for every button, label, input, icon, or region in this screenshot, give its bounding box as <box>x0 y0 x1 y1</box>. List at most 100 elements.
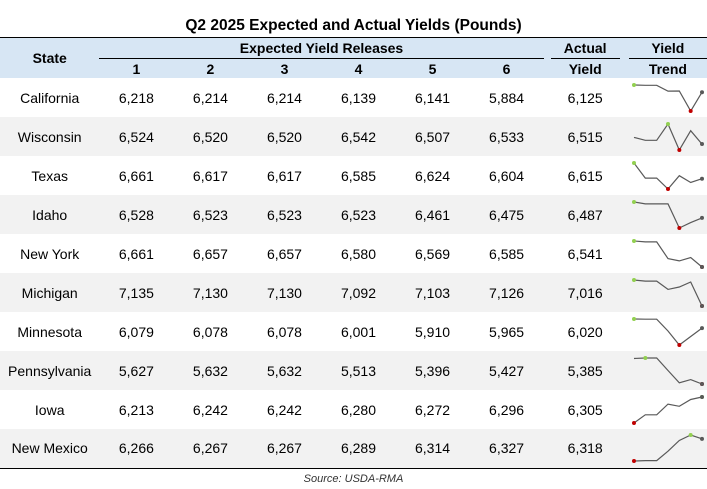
release-1-cell: 7,135 <box>99 273 174 312</box>
header-release-2: 2 <box>173 58 248 78</box>
trend-low-marker <box>677 225 682 230</box>
trend-sparkline <box>631 394 704 425</box>
trend-cell <box>629 234 707 273</box>
yield-table: State Expected Yield Releases Actual Yie… <box>0 37 707 469</box>
source-note: Source: USDA-RMA <box>303 473 404 485</box>
release-3-cell: 6,242 <box>266 401 302 418</box>
actual-yield-cell: 6,318 <box>550 429 620 469</box>
table-row: New York 6,661 6,657 6,657 6,580 6,569 6,585 6,… <box>0 234 707 273</box>
trend-high-marker <box>631 82 636 87</box>
gap-cell <box>619 429 629 469</box>
trend-last-marker <box>699 264 704 269</box>
release-5-cell: 6,461 <box>395 195 470 234</box>
trend-low-marker <box>688 108 693 113</box>
actual-yield-cell: 6,305 <box>567 401 603 418</box>
release-2-cell: 6,520 <box>173 117 248 156</box>
release-2-cell: 6,617 <box>192 167 228 184</box>
release-2-cell: 5,632 <box>173 351 248 390</box>
release-6-cell: 5,884 <box>489 89 525 106</box>
trend-low-marker <box>631 420 636 425</box>
gap-cell <box>619 351 629 390</box>
trend-low-marker <box>631 459 636 464</box>
trend-high-marker <box>631 160 636 165</box>
trend-sparkline <box>631 82 704 113</box>
actual-yield-cell: 6,487 <box>550 195 620 234</box>
trend-line <box>633 317 703 346</box>
release-1-cell: 6,661 <box>118 245 154 262</box>
release-2-cell: 6,657 <box>192 245 228 262</box>
trend-line <box>633 200 703 229</box>
trend-line <box>633 239 703 267</box>
table-row: New Mexico 6,266 6,267 6,267 6,289 6,314 6,327… <box>0 429 707 469</box>
actual-yield-cell: 5,385 <box>550 351 620 390</box>
trend-last-marker <box>699 89 704 94</box>
gap-cell <box>544 234 551 273</box>
trend-last-marker <box>699 215 704 220</box>
gap-cell <box>620 390 629 429</box>
header-release-4: 4 <box>321 58 396 78</box>
trend-high-marker <box>665 121 670 126</box>
state-cell: New Mexico <box>0 429 100 469</box>
actual-yield-cell: 6,125 <box>567 89 603 106</box>
gap-cell <box>543 117 551 156</box>
trend-last-marker <box>699 303 704 308</box>
trend-sparkline <box>631 277 704 308</box>
release-1-cell: 6,213 <box>118 401 154 418</box>
gap-cell <box>620 312 629 351</box>
release-3-cell: 6,657 <box>266 245 302 262</box>
release-3-cell: 5,632 <box>247 351 322 390</box>
release-6-cell: 6,585 <box>489 245 525 262</box>
trend-high-marker <box>631 238 636 243</box>
release-5-cell: 6,141 <box>415 89 451 106</box>
release-5-cell: 6,272 <box>415 401 451 418</box>
release-3-cell: 6,520 <box>247 117 322 156</box>
header-release-1: 1 <box>99 58 174 78</box>
release-5-cell: 5,396 <box>395 351 470 390</box>
release-4-cell: 7,092 <box>321 273 396 312</box>
header-trend-line1: Yield <box>628 37 707 59</box>
release-3-cell: 6,078 <box>266 323 302 340</box>
release-6-cell: 5,965 <box>489 323 525 340</box>
trend-cell <box>629 390 707 429</box>
trend-cell <box>628 195 707 234</box>
release-6-cell: 6,604 <box>489 167 525 184</box>
trend-sparkline <box>631 199 704 230</box>
gap-cell <box>543 195 551 234</box>
trend-last-marker <box>699 381 704 386</box>
gap-cell <box>544 312 551 351</box>
header-release-5: 5 <box>395 58 470 78</box>
trend-sparkline <box>631 238 704 269</box>
trend-low-marker <box>677 342 682 347</box>
release-1-cell: 6,528 <box>99 195 174 234</box>
trend-high-marker <box>688 433 693 438</box>
gap-cell <box>544 78 551 117</box>
release-6-cell: 6,533 <box>469 117 544 156</box>
release-4-cell: 6,523 <box>321 195 396 234</box>
release-1-cell: 6,266 <box>99 429 174 469</box>
state-cell: Wisconsin <box>0 117 100 156</box>
header-release-6: 6 <box>469 58 544 78</box>
trend-sparkline <box>631 433 704 464</box>
state-cell: Pennsylvania <box>0 351 100 390</box>
table-row: Wisconsin 6,524 6,520 6,520 6,542 6,507 6,533 6… <box>0 117 707 156</box>
trend-last-marker <box>699 325 704 330</box>
release-4-cell: 6,280 <box>340 401 377 418</box>
trend-cell <box>629 78 707 117</box>
trend-cell <box>628 429 707 469</box>
release-1-cell: 5,627 <box>99 351 174 390</box>
release-5-cell: 6,507 <box>395 117 470 156</box>
release-5-cell: 6,569 <box>415 245 451 262</box>
trend-cell <box>628 351 707 390</box>
gap-cell <box>619 195 629 234</box>
table-row: Minnesota 6,079 6,078 6,078 6,001 5,910 5,965 6… <box>0 312 707 351</box>
trend-high-marker <box>631 199 636 204</box>
release-5-cell: 6,314 <box>395 429 470 469</box>
gap-cell <box>619 273 629 312</box>
actual-yield-cell: 7,016 <box>550 273 620 312</box>
trend-line <box>633 278 703 306</box>
state-cell: Iowa <box>34 401 65 418</box>
release-3-cell: 6,267 <box>247 429 322 469</box>
trend-high-marker <box>631 277 636 282</box>
trend-sparkline <box>631 316 704 347</box>
